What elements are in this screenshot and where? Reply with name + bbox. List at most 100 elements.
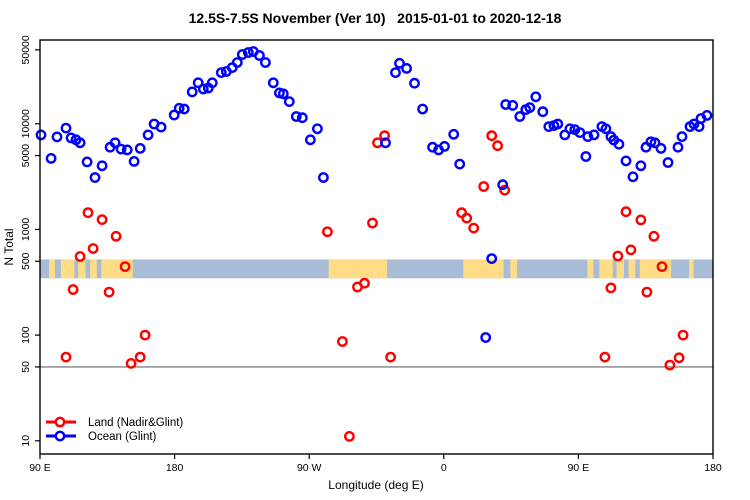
land-point	[620, 206, 632, 218]
ocean-point	[74, 137, 86, 149]
ocean-point	[173, 102, 185, 114]
ocean-point	[259, 57, 271, 68]
map-strip-land	[78, 259, 86, 279]
ocean-point	[613, 138, 625, 150]
land-point	[367, 217, 378, 229]
ocean-point	[128, 155, 140, 167]
ocean-point	[635, 160, 647, 172]
land-point	[125, 357, 137, 369]
land-point	[110, 230, 122, 242]
ocean-point	[662, 157, 674, 168]
ocean-point	[253, 50, 265, 61]
ocean-point	[620, 155, 632, 167]
land-point	[336, 336, 348, 347]
x-tick-label: 90 E	[568, 462, 590, 474]
ocean-point	[60, 122, 72, 134]
legend-land-label: Land (Nadir&Glint)	[88, 417, 183, 429]
land-point	[664, 359, 676, 371]
y-tick-label: 10000	[20, 109, 32, 138]
map-strip-land	[48, 259, 55, 279]
ocean-point	[186, 86, 198, 98]
ocean-point	[192, 77, 204, 89]
land-point	[385, 351, 396, 363]
land-point	[67, 284, 79, 295]
land-point	[673, 352, 685, 364]
ocean-point	[417, 103, 428, 115]
land-point	[87, 243, 99, 254]
ocean-point	[480, 332, 492, 343]
ocean-point	[296, 112, 308, 124]
ocean-point	[65, 132, 77, 144]
ocean-point	[574, 127, 586, 139]
ocean-point	[580, 151, 592, 162]
x-tick-label: 180	[704, 462, 722, 474]
land-point	[641, 286, 653, 298]
ocean-point	[454, 158, 466, 170]
land-point	[343, 430, 355, 442]
land-point	[605, 282, 617, 294]
ocean-point	[559, 129, 571, 141]
ocean-point	[317, 172, 329, 183]
land-point	[60, 351, 72, 363]
ocean-point	[109, 137, 121, 149]
ocean-point	[409, 77, 420, 89]
map-strip-land	[328, 259, 387, 279]
land-point	[321, 226, 333, 238]
y-tick-label: 1000	[20, 218, 32, 242]
land-point	[96, 214, 108, 226]
ocean-point	[497, 179, 509, 191]
land-point	[625, 244, 637, 256]
ocean-point	[45, 152, 57, 164]
ocean-point	[134, 142, 146, 154]
land-point	[74, 251, 86, 262]
map-strip-land	[90, 259, 97, 279]
ocean-point	[543, 121, 555, 133]
ocean-point	[215, 67, 227, 79]
land-point	[82, 207, 94, 219]
ocean-point	[380, 137, 391, 149]
legend-ocean-marker-icon	[54, 430, 66, 442]
land-point	[648, 230, 660, 242]
ocean-point	[197, 83, 209, 95]
x-tick-label: 180	[166, 462, 184, 474]
ocean-point	[655, 142, 667, 154]
land-point	[612, 250, 624, 262]
ocean-point	[552, 118, 564, 130]
y-axis-label: N Total	[2, 228, 16, 265]
ocean-point	[530, 91, 542, 103]
ocean-point	[178, 103, 190, 115]
map-strip-land	[599, 259, 613, 279]
ocean-point	[486, 253, 498, 265]
ocean-point	[304, 134, 316, 146]
y-tick-label: 50	[20, 361, 32, 373]
land-point	[461, 212, 473, 224]
ocean-point	[35, 129, 47, 141]
x-axis-label: Longitude (deg E)	[328, 478, 423, 492]
legend-land-marker-icon	[54, 416, 66, 428]
map-strip-land	[639, 259, 672, 279]
map-strip-land	[628, 259, 636, 279]
ocean-point	[537, 106, 549, 118]
x-tick-label: 0	[441, 462, 447, 474]
ocean-point	[121, 144, 133, 156]
ocean-point	[142, 129, 154, 141]
ocean-point	[283, 96, 295, 108]
ocean-point	[89, 172, 101, 183]
ocean-point	[81, 156, 93, 168]
land-point	[656, 261, 668, 272]
map-strip	[40, 259, 713, 279]
ocean-point	[51, 131, 63, 143]
y-tick-label: 50000	[20, 35, 32, 64]
ocean-point	[267, 77, 279, 89]
ocean-point	[514, 111, 526, 122]
ocean-point	[115, 143, 127, 155]
legend: Land (Nadir&Glint) Ocean (Glint)	[46, 416, 183, 443]
ocean-point	[500, 99, 512, 110]
chart-title: 12.5S-7.5S November (Ver 10) 2015-01-01 …	[188, 10, 562, 26]
map-strip-land	[587, 259, 594, 279]
ocean-point	[236, 49, 248, 60]
ocean-point	[290, 111, 302, 122]
y-tick-label: 500	[20, 252, 32, 270]
ocean-point	[242, 47, 254, 58]
ocean-point	[96, 160, 108, 172]
